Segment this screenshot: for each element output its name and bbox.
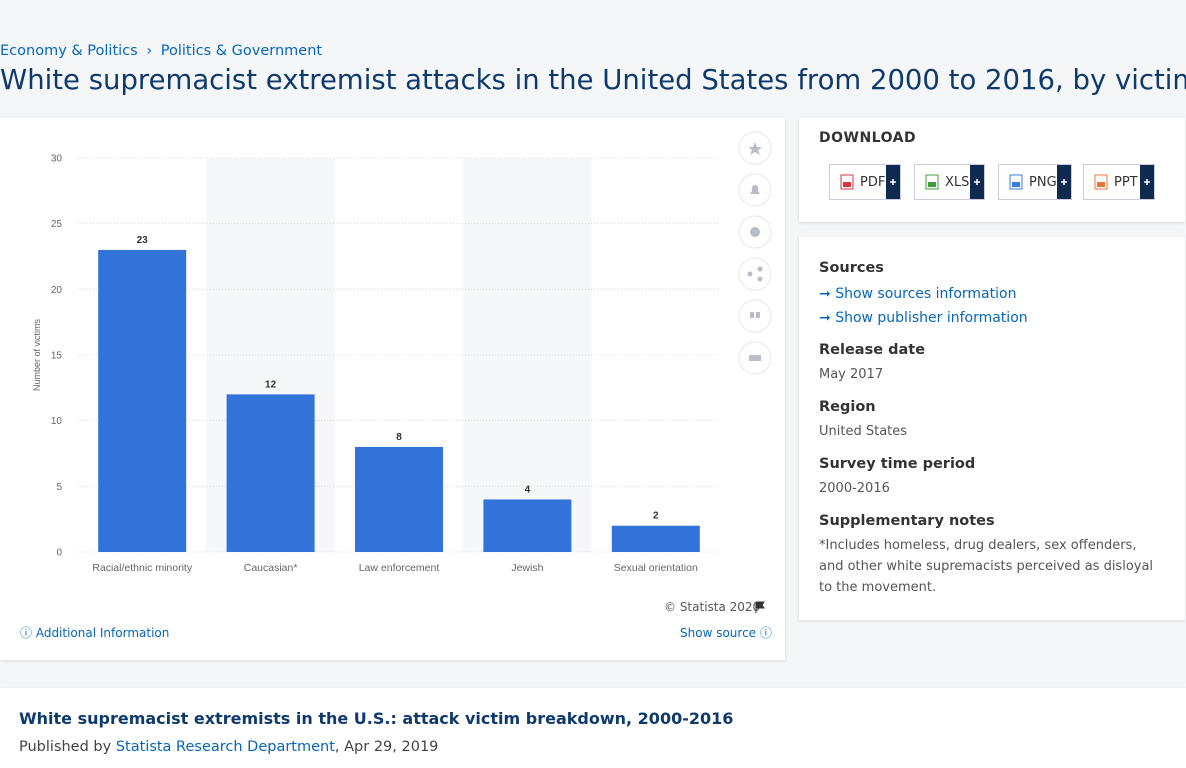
detail-section: Survey time period 2000-2016 xyxy=(819,456,1164,499)
section-value: United States xyxy=(819,424,908,439)
additional-info[interactable]: ⓘ Additional Information xyxy=(20,626,170,640)
y-axis-label: Number of victims xyxy=(32,318,42,391)
y-tick-label: 20 xyxy=(51,285,63,296)
share-button[interactable] xyxy=(738,257,772,291)
file-icon xyxy=(1094,174,1108,190)
download-heading: DOWNLOAD xyxy=(819,130,917,146)
detail-sections: Release date May 2017 Region United States S… xyxy=(819,342,1164,598)
bar xyxy=(226,394,315,552)
page-title: White supremacist extremist attacks in t… xyxy=(0,64,1186,96)
breadcrumb: Economy & Politics › Politics & Governme… xyxy=(0,43,323,59)
additional-info-text: Additional Information xyxy=(35,626,170,640)
y-tick-label: 30 xyxy=(51,154,63,165)
toolbar-icons xyxy=(747,142,763,361)
section-value: *Includes homeless, drug dealers, sex of… xyxy=(819,538,1154,595)
format-label: PNG xyxy=(1029,174,1057,190)
bar xyxy=(611,525,700,552)
detail-section: Region United States xyxy=(819,399,1164,442)
y-tick-label: 15 xyxy=(51,351,63,362)
section-value: May 2017 xyxy=(819,367,884,382)
footer-title: White supremacist extremists in the U.S.… xyxy=(19,709,734,728)
sources-link-text: Show sources information xyxy=(835,286,1017,302)
x-tick-label: Caucasian* xyxy=(244,562,298,574)
plus-icon xyxy=(1140,165,1154,199)
copyright: © Statista 2020 xyxy=(664,600,761,614)
value-label: 8 xyxy=(396,432,402,443)
footer-meta: Published by Statista Research Departmen… xyxy=(19,739,438,755)
chart: 0 5 10 15 20 25 30 Number of victims Racial/ethn… xyxy=(32,131,772,574)
footer-card xyxy=(0,688,1186,768)
download-button[interactable]: PDF xyxy=(829,164,901,200)
section-heading: Release date xyxy=(819,342,926,358)
section-heading: Region xyxy=(819,399,876,415)
y-tick-label: 10 xyxy=(51,416,63,427)
file-icon xyxy=(840,174,854,190)
y-tick-label: 5 xyxy=(56,482,62,493)
details-card xyxy=(799,237,1185,620)
bar xyxy=(98,249,187,552)
publisher-link-text: Show publisher information xyxy=(835,310,1028,326)
format-label: PDF xyxy=(860,174,886,190)
value-label: 23 xyxy=(137,235,149,246)
detail-section: Release date May 2017 xyxy=(819,342,1164,385)
download-button[interactable]: PNG xyxy=(998,164,1072,200)
detail-section: Supplementary notes *Includes homeless, d… xyxy=(819,513,1164,598)
x-tick-label: Law enforcement xyxy=(359,562,440,574)
publisher-link[interactable]: ➞ Show publisher information xyxy=(819,310,1028,326)
publish-date: , Apr 29, 2019 xyxy=(334,739,439,755)
plus-icon xyxy=(1057,165,1071,199)
published-by: Published by xyxy=(19,739,112,755)
download-button[interactable]: PPT xyxy=(1083,164,1155,200)
value-label: 2 xyxy=(653,511,659,522)
file-icon xyxy=(1009,174,1023,190)
show-source[interactable]: Show source ⓘ xyxy=(680,626,772,640)
bar xyxy=(483,499,572,552)
bar xyxy=(355,446,443,552)
breadcrumb-link[interactable]: Economy & Politics xyxy=(0,43,138,59)
breadcrumb-link[interactable]: Politics & Government xyxy=(160,43,323,59)
x-tick-label: Racial/ethnic minority xyxy=(92,562,193,574)
x-tick-label: Jewish xyxy=(511,562,543,574)
value-label: 12 xyxy=(265,379,277,390)
file-icon xyxy=(925,174,939,190)
plus-icon xyxy=(886,165,900,199)
x-tick-label: Sexual orientation xyxy=(614,562,698,574)
sources-link[interactable]: ➞ Show sources information xyxy=(819,286,1017,302)
publisher-link[interactable]: Statista Research Department xyxy=(115,739,335,755)
toolbar xyxy=(738,131,772,375)
plus-icon xyxy=(970,165,984,199)
format-label: XLS xyxy=(945,174,970,190)
sources-heading: Sources xyxy=(819,260,884,276)
y-tick-label: 0 xyxy=(56,548,62,559)
section-heading: Survey time period xyxy=(819,456,976,472)
details: Sources ➞ Show sources information ➞ Sho… xyxy=(819,260,1164,598)
format-label: PPT xyxy=(1114,174,1138,190)
section-value: 2000-2016 xyxy=(819,481,890,496)
y-tick-label: 25 xyxy=(51,219,63,230)
value-label: 4 xyxy=(525,484,531,495)
flag-icon xyxy=(755,601,765,613)
section-heading: Supplementary notes xyxy=(819,513,995,529)
download-button[interactable]: XLS xyxy=(914,164,985,200)
show-source-text: Show source xyxy=(680,626,757,640)
cite-button[interactable] xyxy=(738,299,772,333)
